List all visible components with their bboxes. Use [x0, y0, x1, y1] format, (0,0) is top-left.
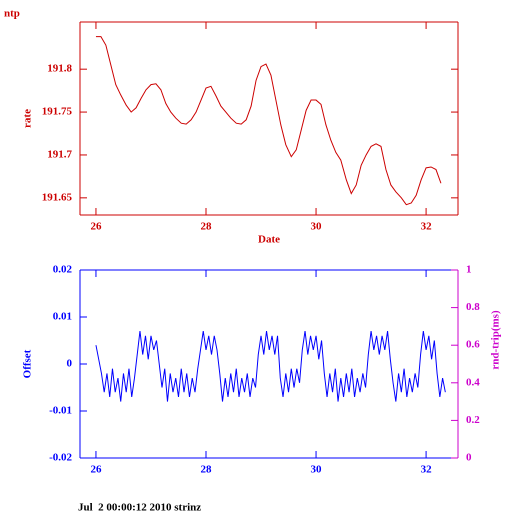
x-tick-label: 32 [421, 464, 433, 476]
y-tick-label: 191.75 [42, 106, 73, 118]
y-axis-label: Offset [22, 349, 34, 378]
y2-tick-label: 0 [466, 452, 472, 464]
y-tick-label: 0.01 [53, 311, 72, 323]
data-line [95, 36, 442, 206]
x-tick-label: 26 [90, 464, 102, 476]
x-tick-label: 32 [421, 221, 433, 233]
y2-tick-label: 0.4 [466, 376, 480, 388]
y2-tick-label: 0.6 [466, 339, 480, 351]
x-tick-label: 26 [90, 221, 102, 233]
x-axis-label: Date [258, 234, 280, 246]
y-tick-label: 191.65 [42, 191, 73, 203]
y-tick-label: 191.8 [47, 63, 72, 75]
y-tick-label: 0.02 [53, 264, 73, 276]
chart-title: ntp [4, 8, 20, 20]
y-tick-label: 191.7 [47, 148, 72, 160]
x-tick-label: 30 [311, 464, 323, 476]
y-tick-label: -0.02 [49, 452, 72, 464]
y-axis-label: rate [22, 109, 34, 128]
y-tick-label: -0.01 [49, 405, 72, 417]
y2-tick-label: 0.8 [466, 301, 480, 313]
y2-tick-label: 0.2 [466, 414, 480, 426]
x-tick-label: 28 [201, 221, 213, 233]
x-tick-label: 30 [311, 221, 323, 233]
footer: Jul 2 00:00:12 2010 strinz [78, 502, 201, 512]
y2-tick-label: 1 [466, 264, 472, 276]
x-tick-label: 28 [201, 464, 213, 476]
y-tick-label: 0 [67, 358, 73, 370]
y2-axis-label: rnd-trip(ms) [490, 310, 502, 370]
data-line [95, 331, 446, 402]
